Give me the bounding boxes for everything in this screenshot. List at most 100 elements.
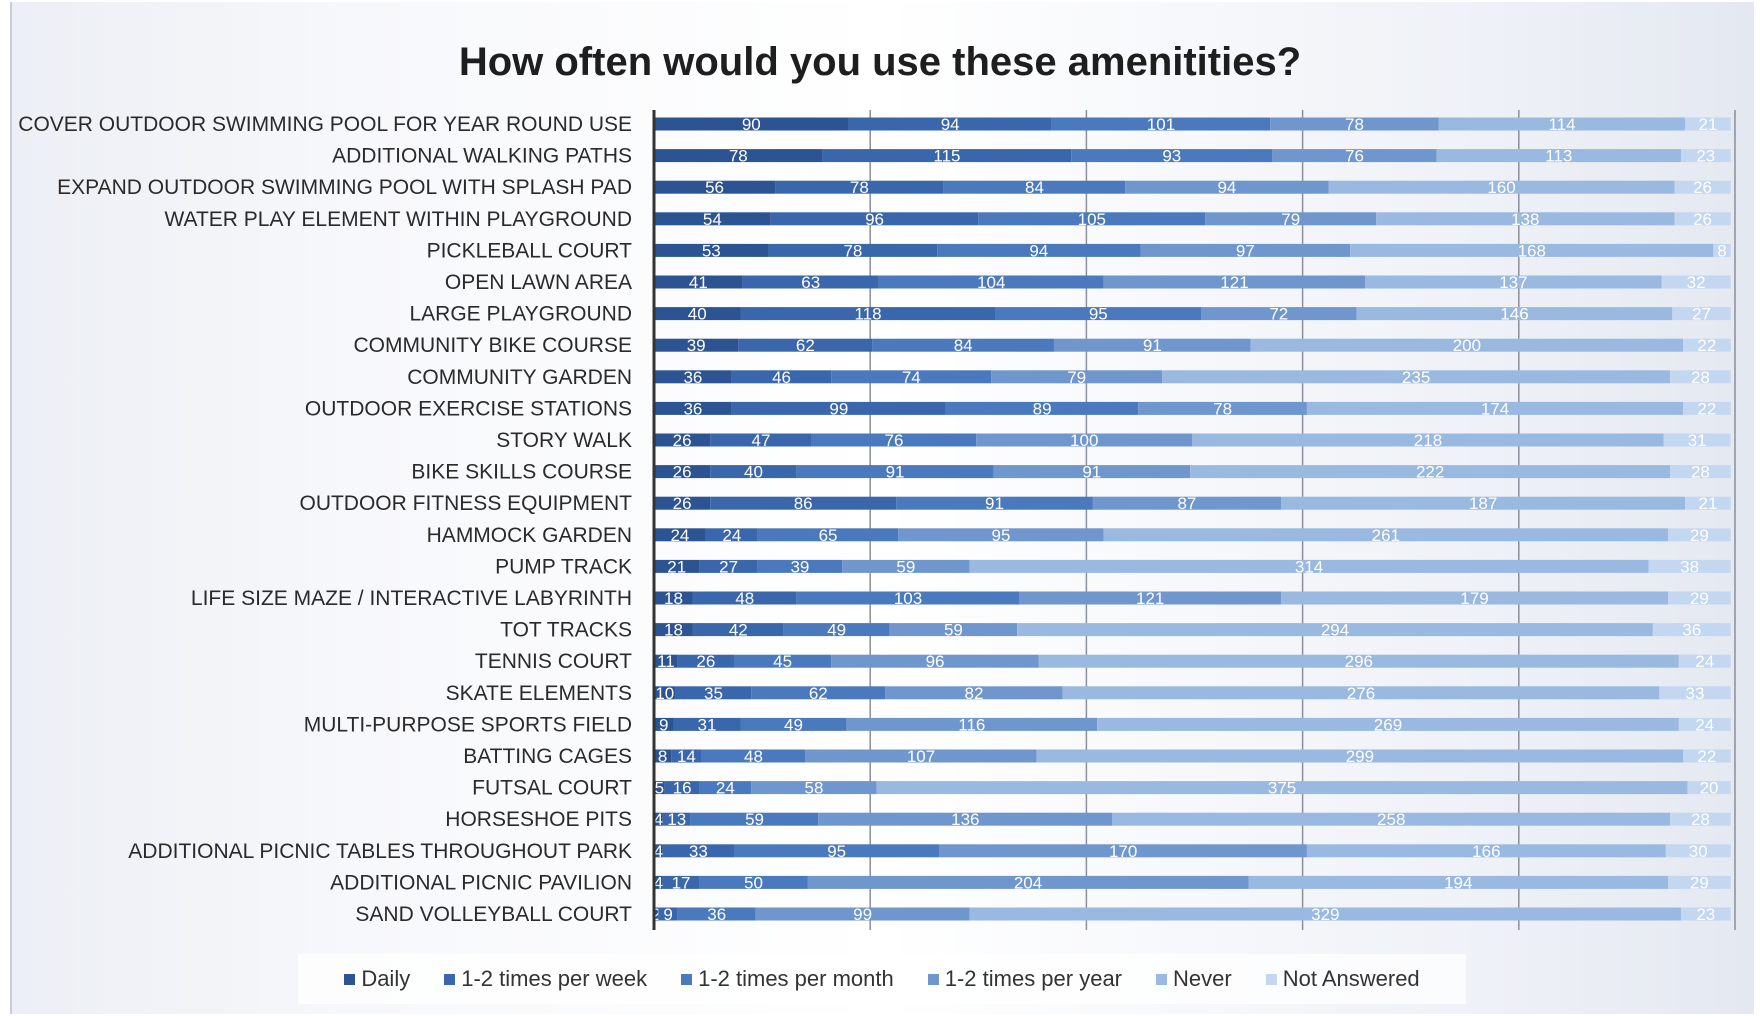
data-label: 59 [896, 557, 915, 576]
bar-segment [692, 623, 784, 637]
bar-segment [1667, 591, 1731, 605]
data-label: 24 [1695, 652, 1714, 671]
bar-segment [673, 717, 741, 731]
bar-segment [662, 875, 700, 889]
data-label: 22 [1697, 336, 1716, 355]
data-label: 121 [1220, 273, 1248, 292]
bar-segment [818, 812, 1113, 826]
bar-segment [770, 212, 979, 226]
data-label: 62 [809, 684, 828, 703]
bar-segment [1248, 875, 1668, 889]
category-label: ADDITIONAL PICNIC TABLES THROUGHOUT PARK [128, 840, 632, 863]
bar-segment [654, 623, 693, 637]
data-label: 218 [1414, 431, 1442, 450]
bar-segment [731, 401, 946, 415]
bar-segment [1680, 149, 1731, 163]
data-label: 95 [1089, 305, 1108, 324]
bar-segment [1200, 307, 1357, 321]
bar-segment [705, 528, 758, 542]
data-label: 21 [667, 557, 686, 576]
bar-segment [1683, 401, 1731, 415]
data-label: 41 [689, 273, 708, 292]
data-label: 4 [654, 873, 663, 892]
data-label: 18 [664, 589, 683, 608]
bar-segment [654, 338, 739, 352]
bar-segment [654, 812, 663, 826]
bar-segment [811, 433, 977, 447]
data-label: 20 [1700, 779, 1719, 798]
bar-segment [654, 844, 663, 858]
category-label: ADDITIONAL PICNIC PAVILION [330, 871, 632, 894]
data-label: 35 [704, 684, 723, 703]
bar-segment [751, 781, 877, 795]
bar-segment [654, 180, 776, 194]
bar-segment [1683, 338, 1731, 352]
data-label: 89 [1033, 399, 1052, 418]
bar-segment [1667, 875, 1731, 889]
bar-segment [654, 212, 771, 226]
data-label: 45 [773, 652, 792, 671]
legend-swatch [444, 973, 456, 985]
category-label: BATTING CAGES [463, 745, 632, 768]
category-label: PICKLEBALL COURT [427, 239, 633, 262]
data-label: 14 [677, 747, 696, 766]
data-label: 24 [1695, 715, 1714, 734]
bar-segment [733, 844, 940, 858]
data-label: 5 [655, 779, 664, 798]
data-label: 48 [744, 747, 763, 766]
data-label: 79 [1067, 368, 1086, 387]
bar-segment [1306, 844, 1666, 858]
data-label: 59 [944, 621, 963, 640]
data-label: 26 [673, 494, 692, 513]
data-label: 2 [651, 905, 660, 924]
bar-segment [654, 528, 706, 542]
bar-segment [831, 370, 992, 384]
data-label: 294 [1321, 621, 1349, 640]
data-label: 39 [687, 336, 706, 355]
bar-segment [1652, 623, 1731, 637]
category-label: OPEN LAWN AREA [445, 271, 632, 294]
data-label: 21 [1699, 494, 1718, 513]
data-label: 26 [673, 463, 692, 482]
data-label: 160 [1487, 178, 1515, 197]
bar-segment [654, 307, 741, 321]
bar-segment [995, 307, 1201, 321]
data-label: 58 [805, 779, 824, 798]
data-label: 27 [719, 557, 738, 576]
data-label: 9 [663, 905, 672, 924]
bar-segment [768, 243, 938, 257]
legend-swatch [681, 973, 693, 985]
bar-segment [654, 875, 663, 889]
legend-label: Not Answered [1282, 966, 1420, 991]
bar-segment [738, 338, 873, 352]
bar-segment [1112, 812, 1671, 826]
data-label: 13 [667, 810, 686, 829]
data-label: 31 [1688, 431, 1707, 450]
data-label: 48 [735, 589, 754, 608]
legend-item: Not Answered [1265, 966, 1420, 992]
bar-segment [1017, 623, 1653, 637]
category-label: LIFE SIZE MAZE / INTERACTIVE LABYRINTH [191, 587, 632, 610]
bar-segment [1436, 149, 1681, 163]
data-label: 78 [729, 147, 748, 166]
bar-segment [1328, 180, 1675, 194]
data-label: 33 [1686, 684, 1705, 703]
data-label: 9 [659, 715, 668, 734]
bar-segment [654, 654, 678, 668]
bar-segment [658, 907, 678, 921]
bar-segment [1019, 591, 1281, 605]
data-label: 46 [772, 368, 791, 387]
data-label: 329 [1311, 905, 1339, 924]
data-label: 91 [1082, 463, 1101, 482]
bar-segment [1192, 433, 1664, 447]
data-label: 78 [850, 178, 869, 197]
bar-segment [876, 781, 1688, 795]
category-label: MULTI-PURPOSE SPORTS FIELD [304, 713, 632, 736]
bar-segment [805, 749, 1037, 763]
data-label: 235 [1402, 368, 1430, 387]
data-label: 269 [1374, 715, 1402, 734]
bar-segment [654, 781, 665, 795]
category-label: SAND VOLLEYBALL COURT [355, 903, 632, 926]
data-label: 28 [1691, 463, 1710, 482]
